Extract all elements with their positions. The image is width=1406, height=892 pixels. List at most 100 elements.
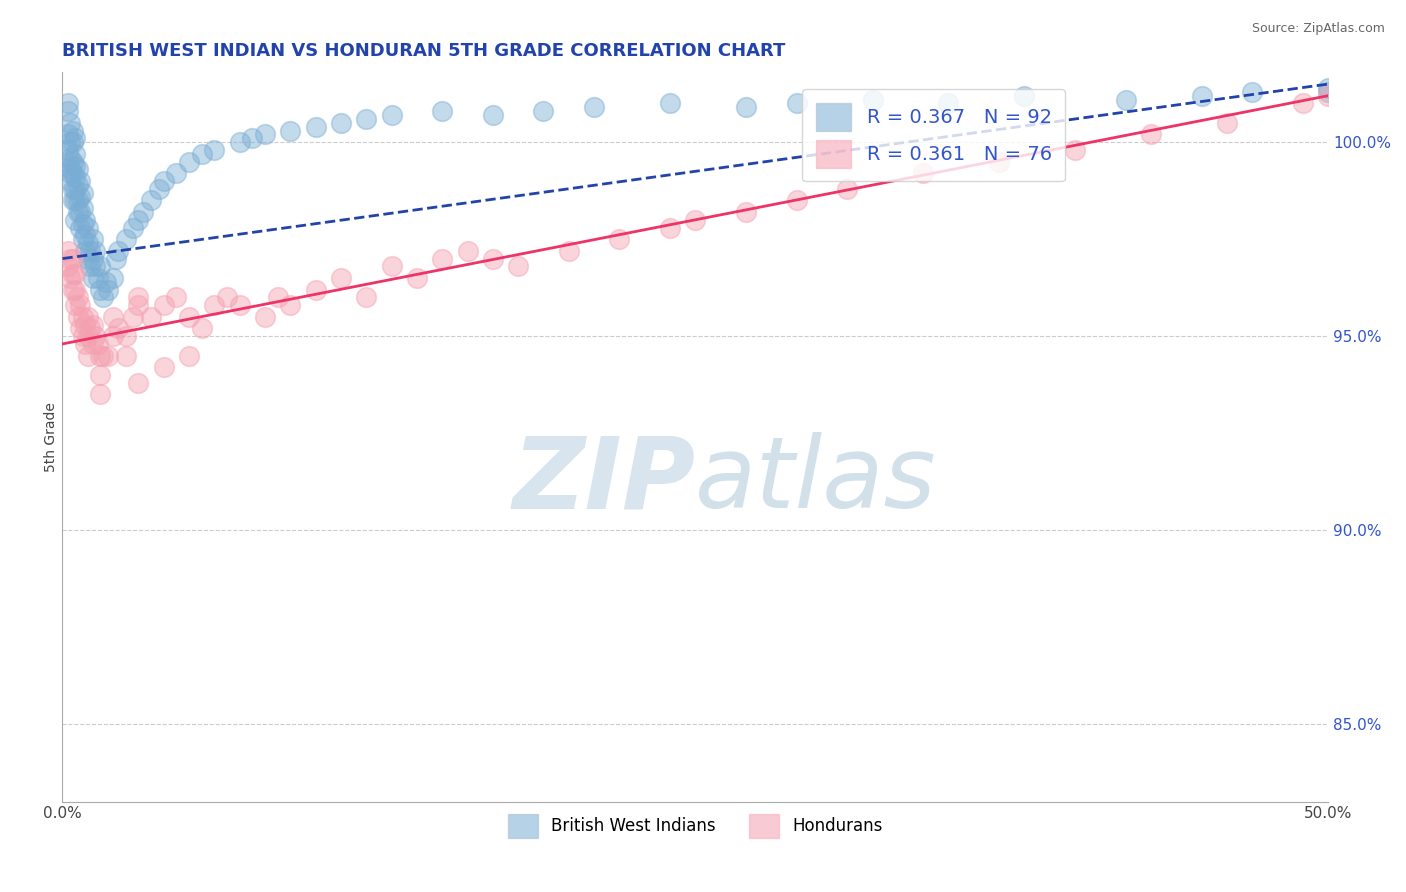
Point <box>89 368 111 382</box>
Point <box>56 128 79 142</box>
Point <box>457 244 479 258</box>
Point <box>304 120 326 134</box>
Point <box>139 310 162 324</box>
Point <box>152 298 174 312</box>
Point <box>63 298 86 312</box>
Point <box>988 154 1011 169</box>
Point <box>165 290 187 304</box>
Point <box>1216 116 1239 130</box>
Point <box>405 271 427 285</box>
Point <box>82 337 104 351</box>
Point <box>87 271 110 285</box>
Point <box>62 194 84 208</box>
Point <box>127 298 149 312</box>
Point <box>76 349 98 363</box>
Point <box>735 100 758 114</box>
Point <box>253 310 276 324</box>
Point <box>82 252 104 266</box>
Point <box>735 205 758 219</box>
Point <box>1191 88 1213 103</box>
Point <box>59 252 82 266</box>
Point <box>76 220 98 235</box>
Point <box>862 93 884 107</box>
Point <box>432 252 454 266</box>
Point <box>72 232 94 246</box>
Y-axis label: 5th Grade: 5th Grade <box>45 402 59 472</box>
Point <box>148 182 170 196</box>
Point <box>122 310 145 324</box>
Point <box>59 116 82 130</box>
Point <box>63 131 86 145</box>
Point <box>107 244 129 258</box>
Point <box>63 170 86 185</box>
Point <box>69 205 91 219</box>
Point <box>84 260 107 274</box>
Point <box>329 271 352 285</box>
Point <box>380 108 402 122</box>
Point <box>786 96 808 111</box>
Point <box>177 349 200 363</box>
Point <box>66 205 89 219</box>
Point <box>432 104 454 119</box>
Point <box>62 267 84 281</box>
Point <box>84 329 107 343</box>
Point <box>1014 88 1036 103</box>
Point <box>177 154 200 169</box>
Point <box>62 283 84 297</box>
Point <box>659 220 682 235</box>
Point <box>215 290 238 304</box>
Text: atlas: atlas <box>696 433 936 529</box>
Point <box>837 182 859 196</box>
Point <box>59 166 82 180</box>
Point <box>63 147 86 161</box>
Point <box>62 166 84 180</box>
Point <box>304 283 326 297</box>
Point <box>63 283 86 297</box>
Point <box>482 108 505 122</box>
Point <box>190 147 212 161</box>
Point <box>63 194 86 208</box>
Point <box>938 96 960 111</box>
Point <box>508 260 530 274</box>
Point <box>152 174 174 188</box>
Point <box>1064 143 1087 157</box>
Point <box>139 194 162 208</box>
Point <box>75 228 97 243</box>
Point <box>104 252 127 266</box>
Point <box>114 349 136 363</box>
Point <box>1317 85 1340 99</box>
Point <box>97 349 120 363</box>
Point <box>72 186 94 200</box>
Point <box>79 244 101 258</box>
Point <box>228 135 250 149</box>
Point <box>685 212 707 227</box>
Point <box>69 189 91 203</box>
Point <box>63 159 86 173</box>
Point <box>482 252 505 266</box>
Point <box>82 318 104 332</box>
Point <box>66 290 89 304</box>
Point <box>56 154 79 169</box>
Point <box>62 154 84 169</box>
Point <box>79 321 101 335</box>
Point <box>240 131 263 145</box>
Point <box>69 321 91 335</box>
Point <box>101 310 124 324</box>
Point <box>89 349 111 363</box>
Point <box>101 329 124 343</box>
Point <box>82 232 104 246</box>
Point <box>97 283 120 297</box>
Point <box>59 162 82 177</box>
Point <box>380 260 402 274</box>
Point <box>329 116 352 130</box>
Point <box>558 244 581 258</box>
Point <box>609 232 631 246</box>
Point <box>266 290 288 304</box>
Point <box>114 329 136 343</box>
Text: Source: ZipAtlas.com: Source: ZipAtlas.com <box>1251 22 1385 36</box>
Point <box>127 376 149 390</box>
Point <box>127 212 149 227</box>
Point <box>76 329 98 343</box>
Point <box>62 123 84 137</box>
Point <box>56 244 79 258</box>
